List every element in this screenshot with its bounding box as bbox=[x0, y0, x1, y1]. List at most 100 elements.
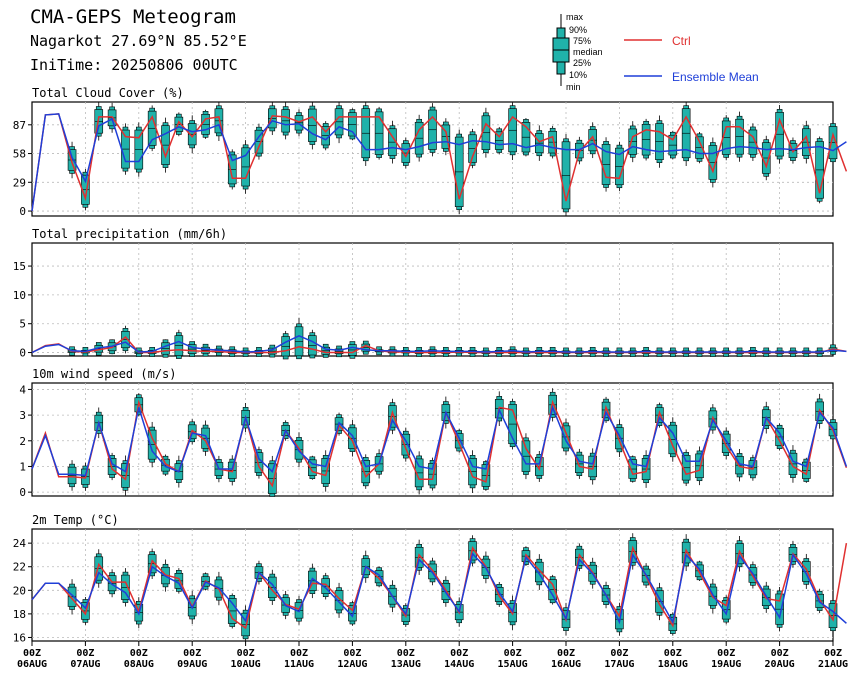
panel-title: 2m Temp (°C) bbox=[32, 513, 119, 527]
legend-label-75: 75% bbox=[573, 36, 591, 46]
box-plot bbox=[561, 134, 571, 216]
legend-label-90: 90% bbox=[569, 25, 587, 35]
box-plot bbox=[294, 317, 304, 360]
box-plot bbox=[801, 553, 811, 589]
y-tick-label: 10 bbox=[13, 289, 26, 302]
box-plot bbox=[801, 120, 811, 164]
mean-series-line bbox=[31, 113, 847, 212]
legend-label-median: median bbox=[573, 47, 603, 57]
y-tick-label: 0 bbox=[19, 347, 26, 360]
box-plot bbox=[107, 569, 117, 598]
x-tick-date: 10AUG bbox=[231, 659, 261, 670]
panel-title: Total precipitation (mm/6h) bbox=[32, 227, 227, 241]
y-tick-label: 5 bbox=[19, 318, 26, 331]
mean-series-line bbox=[31, 404, 848, 477]
y-tick-label: 18 bbox=[13, 608, 26, 621]
box-plot bbox=[481, 460, 491, 491]
x-tick-date: 08AUG bbox=[124, 659, 154, 670]
box-plot bbox=[775, 587, 784, 632]
box-plot bbox=[695, 560, 704, 581]
box-plot bbox=[348, 419, 357, 457]
x-tick-hour: 00Z bbox=[23, 648, 41, 659]
box-plot bbox=[334, 102, 344, 144]
x-tick-date: 21AUG bbox=[818, 659, 848, 670]
box-plot bbox=[374, 106, 384, 160]
legend-label-10: 10% bbox=[569, 70, 587, 80]
x-tick-date: 15AUG bbox=[498, 659, 528, 670]
box-plot bbox=[308, 329, 317, 359]
box-plot bbox=[628, 455, 638, 483]
box-plot bbox=[67, 460, 77, 491]
box-plot bbox=[201, 343, 210, 357]
mean-series-line bbox=[31, 334, 847, 354]
box-plot bbox=[281, 330, 290, 360]
box-plot bbox=[494, 126, 504, 155]
box-plot bbox=[214, 102, 224, 141]
mean-series-line bbox=[31, 552, 847, 625]
x-tick-date: 19AUG bbox=[711, 659, 741, 670]
box-plot bbox=[174, 329, 184, 359]
box-legend: max 90% 75% median 25% 10% min bbox=[552, 12, 603, 92]
location-label: Nagarkot 27.69°N 85.52°E bbox=[30, 32, 247, 50]
x-tick-hour: 00Z bbox=[557, 648, 575, 659]
box-plot bbox=[187, 341, 197, 357]
box-plot bbox=[281, 102, 290, 140]
chart-title: CMA-GEPS Meteogram bbox=[30, 6, 236, 28]
x-axis: 00Z06AUG00Z07AUG00Z08AUG00Z09AUG00Z10AUG… bbox=[17, 641, 848, 670]
y-tick-label: 58 bbox=[13, 148, 26, 161]
box-plot bbox=[267, 344, 277, 358]
box-plot bbox=[468, 450, 477, 494]
box-plot bbox=[321, 343, 331, 358]
box-plot bbox=[334, 345, 344, 358]
y-tick-label: 2 bbox=[19, 435, 26, 448]
box-plot bbox=[428, 103, 437, 157]
box-plot bbox=[414, 114, 424, 162]
box-plot bbox=[174, 568, 184, 594]
box-plot bbox=[227, 149, 237, 190]
box-plot bbox=[534, 125, 544, 161]
box-plot bbox=[681, 449, 691, 487]
box-plot bbox=[321, 121, 331, 151]
y-tick-label: 1 bbox=[19, 460, 26, 473]
box-plot bbox=[481, 107, 491, 158]
y-tick-label: 24 bbox=[13, 537, 27, 550]
x-tick-date: 06AUG bbox=[17, 659, 47, 670]
box-plot bbox=[508, 102, 517, 161]
x-tick-hour: 00Z bbox=[450, 648, 468, 659]
legend-box-90 bbox=[556, 27, 566, 39]
box-plot bbox=[161, 339, 170, 358]
x-tick-date: 09AUG bbox=[177, 659, 207, 670]
box-plot bbox=[801, 457, 811, 483]
ctrl-series-line bbox=[31, 542, 848, 630]
box-plot bbox=[521, 118, 531, 157]
y-tick-label: 87 bbox=[13, 119, 26, 132]
box-plot bbox=[534, 554, 544, 590]
box-plot bbox=[735, 448, 744, 482]
box-plot bbox=[668, 130, 678, 160]
box-plot bbox=[361, 102, 371, 166]
box-plot bbox=[681, 102, 691, 166]
y-tick-label: 22 bbox=[13, 561, 26, 574]
panel-1: Total precipitation (mm/6h) 0 5 10 15 bbox=[13, 227, 847, 360]
box-plot bbox=[695, 446, 704, 486]
box-plot bbox=[615, 419, 624, 457]
x-tick-hour: 00Z bbox=[610, 648, 628, 659]
x-tick-date: 11AUG bbox=[284, 659, 314, 670]
panels: Total Cloud Cover (%) 0 29 58 87 Total precip… bbox=[13, 86, 848, 644]
legend-box-10 bbox=[556, 61, 566, 75]
x-tick-hour: 00Z bbox=[771, 648, 789, 659]
panel-frame bbox=[31, 242, 834, 357]
box-plot bbox=[708, 137, 718, 188]
box-plot bbox=[147, 421, 157, 468]
y-tick-label: 16 bbox=[13, 631, 26, 644]
legend-mean-label: Ensemble Mean bbox=[672, 70, 759, 84]
panel-title: Total Cloud Cover (%) bbox=[32, 86, 184, 100]
box-plot bbox=[575, 448, 584, 479]
x-tick-date: 20AUG bbox=[765, 659, 795, 670]
x-tick-hour: 00Z bbox=[397, 648, 415, 659]
box-plot bbox=[321, 450, 331, 492]
box-plot bbox=[348, 108, 357, 141]
panel-3: 2m Temp (°C) 16 18 20 22 24 bbox=[13, 513, 848, 644]
x-tick-hour: 00Z bbox=[343, 648, 361, 659]
box-plot bbox=[294, 109, 304, 137]
